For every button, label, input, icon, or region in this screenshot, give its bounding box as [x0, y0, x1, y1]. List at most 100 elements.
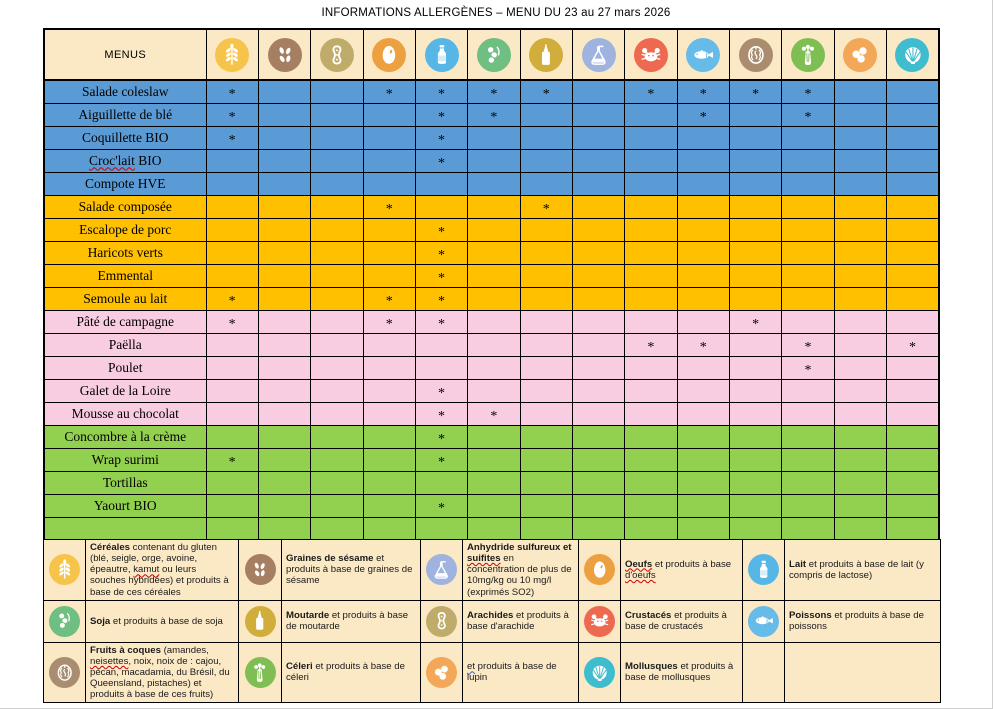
menu-label-cell: Yaourt BIO	[43, 494, 207, 518]
allergen-mark-cell	[310, 287, 364, 311]
asterisk-mark: *	[752, 317, 760, 332]
allergen-mark-cell	[676, 264, 730, 288]
allergen-mark-cell	[571, 195, 626, 219]
allergen-mark-cell	[310, 172, 364, 196]
peanut-icon	[426, 605, 457, 637]
allergen-mark-cell: *	[414, 103, 469, 127]
allergen-mark-cell: *	[467, 79, 521, 104]
legend-row: Fruits à coques (amandes, neisettes, noi…	[43, 641, 941, 704]
allergen-mark-cell	[310, 218, 364, 242]
allergen-mark-cell	[676, 195, 730, 219]
menu-row: Salade composée * *	[43, 195, 940, 219]
text-segment: et	[467, 661, 476, 673]
legend-row: Céréales contenant du gluten (blé, seigl…	[43, 539, 941, 601]
allergen-mark-cell	[362, 149, 416, 173]
allergen-header-oeufs	[362, 28, 416, 81]
egg-icon	[584, 554, 615, 586]
allergen-mark-cell	[676, 517, 730, 542]
allergen-mark-cell: *	[467, 103, 521, 127]
text-segment: Lait	[789, 558, 807, 570]
menu-row: Concombre à la crème *	[43, 425, 940, 449]
allergen-mark-cell	[571, 264, 626, 288]
allergen-mark-cell	[414, 195, 469, 219]
allergen-mark-cell	[310, 402, 364, 426]
menu-row: Poulet *	[43, 356, 940, 380]
allergen-mark-cell: *	[205, 310, 259, 334]
allergen-mark-cell	[519, 448, 573, 472]
allergen-mark-cell	[205, 195, 259, 219]
asterisk-mark: *	[385, 87, 393, 102]
allergen-legend: Céréales contenant du gluten (blé, seigl…	[43, 539, 941, 704]
allergen-mark-cell	[257, 79, 312, 104]
text-segment: Anhydride sulfureux et	[467, 542, 572, 553]
allergen-mark-cell	[205, 517, 259, 542]
asterisk-mark: *	[228, 317, 236, 332]
allergen-mark-cell	[728, 126, 783, 150]
allergen-mark-cell	[467, 471, 521, 495]
allergen-mark-cell	[205, 494, 259, 518]
allergen-mark-cell: *	[624, 333, 678, 357]
allergen-mark-cell	[781, 218, 835, 242]
allergen-mark-cell	[519, 264, 573, 288]
allergen-mark-cell	[257, 379, 312, 403]
allergen-mark-cell	[624, 264, 678, 288]
text-segment: Oeufs	[625, 558, 653, 570]
menu-row	[43, 517, 940, 542]
allergen-mark-cell: *	[362, 195, 416, 219]
text-segment: et produits à base de moutarde	[286, 610, 409, 633]
allergen-mark-cell	[571, 149, 626, 173]
allergen-mark-cell	[467, 448, 521, 472]
allergen-mark-cell	[833, 310, 887, 334]
legend-icon-cell	[43, 641, 86, 704]
allergen-mark-cell	[571, 517, 626, 542]
allergen-mark-cell	[833, 448, 887, 472]
allergen-mark-cell	[310, 517, 364, 542]
allergen-mark-cell	[624, 379, 678, 403]
allergen-mark-cell	[624, 425, 678, 449]
allergen-mark-cell	[571, 241, 626, 265]
allergen-mark-cell: *	[781, 79, 835, 104]
menu-row: Mousse au chocolat * *	[43, 402, 940, 426]
allergen-header-sesame	[257, 28, 312, 81]
sesame-icon	[267, 37, 302, 72]
allergen-mark-cell	[833, 517, 887, 542]
allergen-mark-cell	[362, 448, 416, 472]
allergen-mark-cell	[467, 379, 521, 403]
allergen-mark-cell	[571, 172, 626, 196]
allergen-mark-cell	[519, 356, 573, 380]
allergen-header-fruits-a-coques	[728, 28, 783, 81]
asterisk-mark: *	[804, 340, 812, 355]
allergen-mark-cell: *	[414, 310, 469, 334]
allergen-mark-cell	[676, 149, 730, 173]
allergen-mark-cell	[571, 103, 626, 127]
allergen-mark-cell: *	[676, 103, 730, 127]
asterisk-mark: *	[908, 340, 916, 355]
allergen-mark-cell	[519, 218, 573, 242]
allergen-mark-cell	[885, 218, 940, 242]
allergen-mark-cell	[571, 425, 626, 449]
allergen-mark-cell: *	[624, 79, 678, 104]
asterisk-mark: *	[385, 294, 393, 309]
allergen-mark-cell	[205, 264, 259, 288]
allergen-mark-cell	[519, 241, 573, 265]
allergen-mark-cell: *	[414, 218, 469, 242]
allergen-mark-cell	[833, 333, 887, 357]
asterisk-mark: *	[438, 294, 446, 309]
allergen-mark-cell: *	[205, 79, 259, 104]
allergen-header-arachide	[310, 28, 364, 81]
allergen-mark-cell	[885, 517, 940, 542]
legend-text-cell: et produits à base de lupin	[462, 641, 579, 704]
allergen-mark-cell	[833, 149, 887, 173]
allergen-mark-cell: *	[414, 425, 469, 449]
allergen-mark-cell	[624, 172, 678, 196]
allergen-mark-cell	[310, 195, 364, 219]
allergen-mark-cell	[519, 471, 573, 495]
allergen-mark-cell: *	[676, 79, 730, 104]
allergen-header-celeri	[781, 28, 835, 81]
allergen-mark-cell	[519, 126, 573, 150]
allergen-header-crustaces	[624, 28, 678, 81]
allergen-header-mollusques	[885, 28, 940, 81]
allergen-mark-cell	[205, 379, 259, 403]
text-segment: et produits à base de céleri	[286, 661, 405, 684]
allergen-mark-cell	[467, 218, 521, 242]
